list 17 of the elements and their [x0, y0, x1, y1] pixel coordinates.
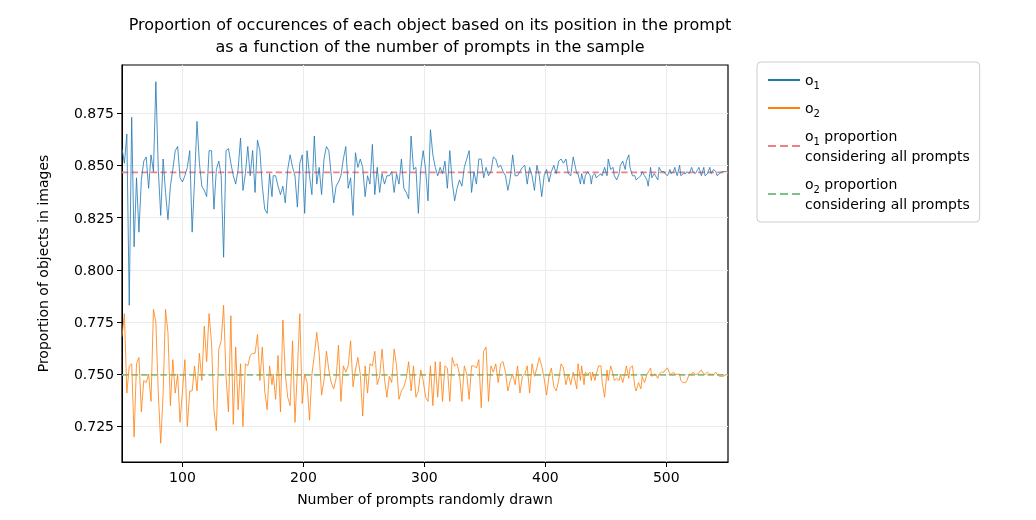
x-tick-label: 400 — [531, 469, 559, 485]
y-axis-title: Proportion of objects in images — [35, 154, 51, 373]
line-series — [121, 304, 728, 444]
x-tick-label: 200 — [290, 469, 317, 485]
x-tick-label: 100 — [169, 469, 196, 485]
x-tick-label: 500 — [652, 469, 680, 485]
y-tick-label: 0.750 — [73, 366, 114, 383]
y-tick-label: 0.850 — [73, 157, 114, 174]
y-tick-label: 0.875 — [73, 105, 114, 122]
y-tick-label: 0.725 — [73, 418, 114, 435]
x-tick-label: 300 — [411, 469, 438, 485]
x-axis-title: Number of prompts randomly drawn — [297, 491, 553, 507]
chart-title: Proportion of occurences of each object based on its position in the prompt as a function of the number of prompts in the sample — [128, 14, 732, 56]
y-tick-label: 0.775 — [73, 314, 114, 331]
y-tick-label: 0.800 — [73, 261, 114, 278]
y-tick-label: 0.825 — [73, 209, 114, 226]
line-series — [121, 81, 728, 306]
